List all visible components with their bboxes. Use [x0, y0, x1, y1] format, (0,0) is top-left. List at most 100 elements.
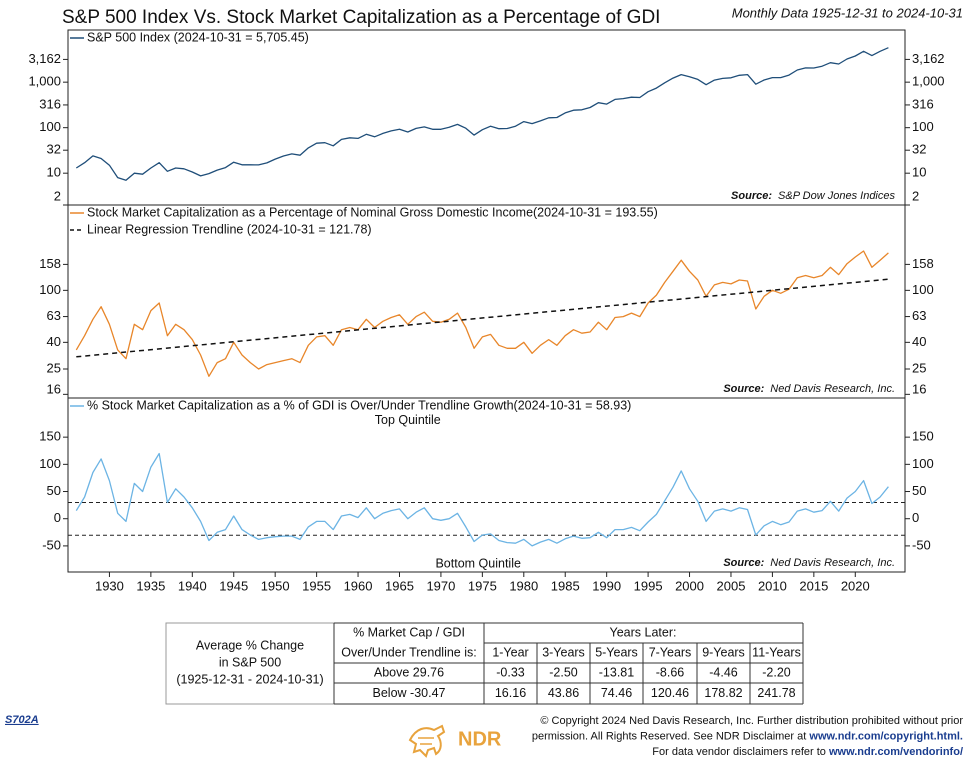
x-tick-label: 2005	[717, 578, 746, 593]
y-tick-label: 1,000	[28, 74, 61, 89]
y-tick-label: 3,162	[28, 51, 61, 66]
table-row-header: in S&P 500	[219, 655, 281, 669]
table-cell: -8.66	[656, 665, 685, 679]
x-tick-label: 1965	[385, 578, 414, 593]
y-tick-label: 158	[39, 256, 61, 271]
y-tick-label: 100	[39, 119, 61, 134]
x-tick-label: 1985	[551, 578, 580, 593]
source: Source: S&P Dow Jones Indices	[731, 190, 895, 202]
table-group-header: Years Later:	[610, 625, 677, 639]
legend-label: Linear Regression Trendline (2024-10-31 …	[87, 222, 372, 236]
y-tick-label: 150	[39, 429, 61, 444]
chart-subtitle: Monthly Data 1925-12-31 to 2024-10-31	[732, 5, 963, 20]
copyright-segment: www.ndr.com/vendorinfo/	[828, 746, 963, 758]
source-label: Source:	[731, 190, 772, 202]
table-cell: -0.33	[496, 665, 525, 679]
table-cell: -2.50	[549, 665, 578, 679]
y-tick-label: 25	[47, 360, 61, 375]
y-tick-label-right: 3,162	[912, 51, 945, 66]
table-column-header: % Market Cap / GDI	[353, 625, 465, 639]
y-tick-label: 40	[47, 334, 61, 349]
y-tick-label-right: 100	[912, 119, 934, 134]
chart-title: S&P 500 Index Vs. Stock Market Capitaliz…	[62, 7, 660, 28]
x-tick-label: 1950	[261, 578, 290, 593]
table-column: 1-Year	[492, 645, 528, 659]
copyright-segment: For data vendor disclaimers refer to	[652, 746, 829, 758]
table-cell: -4.46	[709, 665, 738, 679]
table-row-header: Average % Change	[196, 638, 304, 652]
y-tick-label-right: 16	[912, 381, 926, 396]
table-cell: 74.46	[601, 686, 632, 700]
copyright-line: © Copyright 2024 Ned Davis Research, Inc…	[540, 715, 963, 727]
y-tick-label-right: 40	[912, 334, 926, 349]
footer-code: S702A	[5, 714, 39, 726]
y-tick-label-right: 1,000	[912, 74, 945, 89]
annotation: Top Quintile	[375, 413, 441, 427]
y-tick-label-right: 50	[912, 483, 926, 498]
copyright-line: permission. All Rights Reserved. See NDR…	[532, 730, 963, 742]
legend-label: Stock Market Capitalization as a Percent…	[87, 205, 658, 219]
x-tick-label: 1945	[219, 578, 248, 593]
y-tick-label-right: 63	[912, 308, 926, 323]
x-tick-label: 1970	[426, 578, 455, 593]
source: Source: Ned Davis Research, Inc.	[723, 383, 895, 395]
y-tick-label-right: 10	[912, 165, 926, 180]
y-tick-label-right: 0	[912, 510, 919, 525]
y-tick-label: 16	[47, 381, 61, 396]
y-tick-label-right: 158	[912, 256, 934, 271]
series-line	[75, 452, 889, 547]
x-tick-label: 2010	[758, 578, 787, 593]
copyright-segment: © Copyright 2024 Ned Davis Research, Inc…	[540, 715, 963, 727]
y-tick-label: 32	[47, 142, 61, 157]
source-text: Ned Davis Research, Inc.	[770, 383, 895, 395]
y-tick-label: -50	[42, 537, 61, 552]
y-tick-label: 50	[47, 483, 61, 498]
source-text: S&P Dow Jones Indices	[778, 190, 895, 202]
table-cell: -2.20	[762, 665, 791, 679]
x-tick-label: 1960	[344, 578, 373, 593]
table-cell: 178.82	[704, 686, 742, 700]
x-tick-label: 1990	[592, 578, 621, 593]
copyright-line: For data vendor disclaimers refer to www…	[652, 746, 963, 758]
y-tick-label-right: 25	[912, 360, 926, 375]
table-cell: 120.46	[651, 686, 689, 700]
source-label: Source:	[723, 557, 764, 569]
x-tick-label: 1975	[468, 578, 497, 593]
table-cell: 16.16	[495, 686, 526, 700]
series-line	[75, 250, 889, 377]
x-tick-label: 2020	[841, 578, 870, 593]
y-tick-label: 63	[47, 308, 61, 323]
y-tick-label-right: 316	[912, 96, 934, 111]
table-column: 9-Years	[702, 645, 745, 659]
x-tick-label: 1940	[178, 578, 207, 593]
table-cell: 241.78	[757, 686, 795, 700]
table-column: 3-Years	[542, 645, 585, 659]
table-column: 7-Years	[649, 645, 692, 659]
annotation: Bottom Quintile	[435, 557, 521, 571]
table-column-header: Over/Under Trendline is:	[341, 645, 476, 659]
y-tick-label: 316	[39, 96, 61, 111]
y-tick-label: 10	[47, 165, 61, 180]
copyright-segment: permission. All Rights Reserved. See NDR…	[532, 730, 810, 742]
y-tick-label: 100	[39, 282, 61, 297]
table-cell: -13.81	[599, 665, 634, 679]
y-tick-label: 0	[54, 510, 61, 525]
y-tick-label-right: 2	[912, 188, 919, 203]
footer-logo: NDR	[458, 728, 502, 750]
x-tick-label: 1995	[634, 578, 663, 593]
source-label: Source:	[723, 383, 764, 395]
x-tick-label: 2000	[675, 578, 704, 593]
table-row-label: Below -30.47	[373, 686, 446, 700]
x-tick-label: 2015	[799, 578, 828, 593]
panel-frame	[67, 397, 906, 573]
x-tick-label: 1980	[509, 578, 538, 593]
series-line	[75, 47, 889, 181]
panel-frame	[67, 29, 906, 206]
y-tick-label: 100	[39, 456, 61, 471]
ndr-logo-icon	[408, 724, 446, 758]
y-tick-label: 2	[54, 188, 61, 203]
y-tick-label-right: 150	[912, 429, 934, 444]
series-line	[76, 278, 889, 358]
source: Source: Ned Davis Research, Inc.	[723, 557, 895, 569]
x-tick-label: 1930	[95, 578, 124, 593]
